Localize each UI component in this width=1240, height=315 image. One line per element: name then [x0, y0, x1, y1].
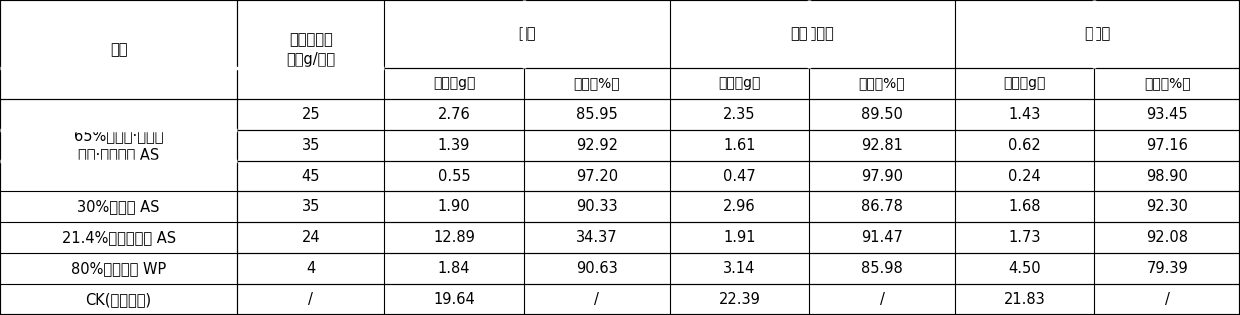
Text: 90.63: 90.63: [575, 261, 618, 276]
Text: 98.90: 98.90: [1146, 169, 1188, 184]
Text: 89.50: 89.50: [861, 107, 903, 122]
Text: 1.39: 1.39: [438, 138, 470, 153]
Text: 防效（%）: 防效（%）: [1143, 76, 1190, 90]
Text: 1.43: 1.43: [1008, 107, 1040, 122]
Text: 80%嘧草硫醚 WP: 80%嘧草硫醚 WP: [71, 261, 166, 276]
Text: 1.73: 1.73: [1008, 230, 1040, 245]
Text: 鲜重（g）: 鲜重（g）: [718, 76, 760, 90]
Text: 24: 24: [301, 230, 320, 245]
Text: 马唐: 马唐: [518, 26, 536, 42]
Text: 97.20: 97.20: [575, 169, 618, 184]
Text: 0.55: 0.55: [438, 169, 470, 184]
Text: 35: 35: [301, 138, 320, 153]
Text: 92.92: 92.92: [575, 138, 618, 153]
Text: 2.35: 2.35: [723, 107, 755, 122]
Text: /: /: [1164, 292, 1169, 307]
Text: 25: 25: [301, 107, 320, 122]
Text: 12.89: 12.89: [433, 230, 475, 245]
Text: 0.62: 0.62: [1008, 138, 1040, 153]
Text: 97.90: 97.90: [861, 169, 903, 184]
Text: 92.08: 92.08: [1146, 230, 1188, 245]
Text: 香附子: 香附子: [1084, 26, 1111, 42]
Text: 2.96: 2.96: [723, 199, 755, 215]
Text: 三叶鬼针草: 三叶鬼针草: [790, 26, 835, 42]
Text: 21.4%三氟羧草醚 AS: 21.4%三氟羧草醚 AS: [62, 230, 176, 245]
Text: 防效（%）: 防效（%）: [573, 76, 620, 90]
Text: 1.91: 1.91: [723, 230, 755, 245]
Text: 2.76: 2.76: [438, 107, 470, 122]
Text: 90.33: 90.33: [575, 199, 618, 215]
Text: 1.84: 1.84: [438, 261, 470, 276]
Text: 4: 4: [306, 261, 315, 276]
Text: 0.47: 0.47: [723, 169, 755, 184]
Text: /: /: [309, 292, 314, 307]
Text: 65%草甘膦·三氟羧
草醚·嘧草硫醚 AS: 65%草甘膦·三氟羧 草醚·嘧草硫醚 AS: [74, 128, 164, 163]
Text: 1.90: 1.90: [438, 199, 470, 215]
Text: 97.16: 97.16: [1146, 138, 1188, 153]
Text: 鲜重（g）: 鲜重（g）: [1003, 76, 1045, 90]
Text: /: /: [879, 292, 884, 307]
Text: 22.39: 22.39: [718, 292, 760, 307]
Text: /: /: [594, 292, 599, 307]
Text: 92.30: 92.30: [1146, 199, 1188, 215]
Text: 85.95: 85.95: [575, 107, 618, 122]
Text: 93.45: 93.45: [1146, 107, 1188, 122]
Text: 35: 35: [301, 199, 320, 215]
Text: 防效（%）: 防效（%）: [858, 76, 905, 90]
Text: 0.24: 0.24: [1008, 169, 1040, 184]
Text: 4.50: 4.50: [1008, 261, 1040, 276]
Text: 3.14: 3.14: [723, 261, 755, 276]
Text: 85.98: 85.98: [861, 261, 903, 276]
Text: 86.78: 86.78: [861, 199, 903, 215]
Text: 45: 45: [301, 169, 320, 184]
Text: 1.68: 1.68: [1008, 199, 1040, 215]
Text: 鲜重（g）: 鲜重（g）: [433, 76, 475, 90]
Text: 79.39: 79.39: [1146, 261, 1188, 276]
Text: 1.61: 1.61: [723, 138, 755, 153]
Text: 30%草甘膦 AS: 30%草甘膦 AS: [77, 199, 160, 215]
Text: 处理: 处理: [110, 42, 128, 57]
Text: 有效成分用
量（g/亩）: 有效成分用 量（g/亩）: [286, 32, 335, 67]
Text: CK(清水对照): CK(清水对照): [86, 292, 151, 307]
Text: 19.64: 19.64: [433, 292, 475, 307]
Text: 92.81: 92.81: [861, 138, 903, 153]
Text: 34.37: 34.37: [575, 230, 618, 245]
Text: 21.83: 21.83: [1003, 292, 1045, 307]
Text: 91.47: 91.47: [861, 230, 903, 245]
